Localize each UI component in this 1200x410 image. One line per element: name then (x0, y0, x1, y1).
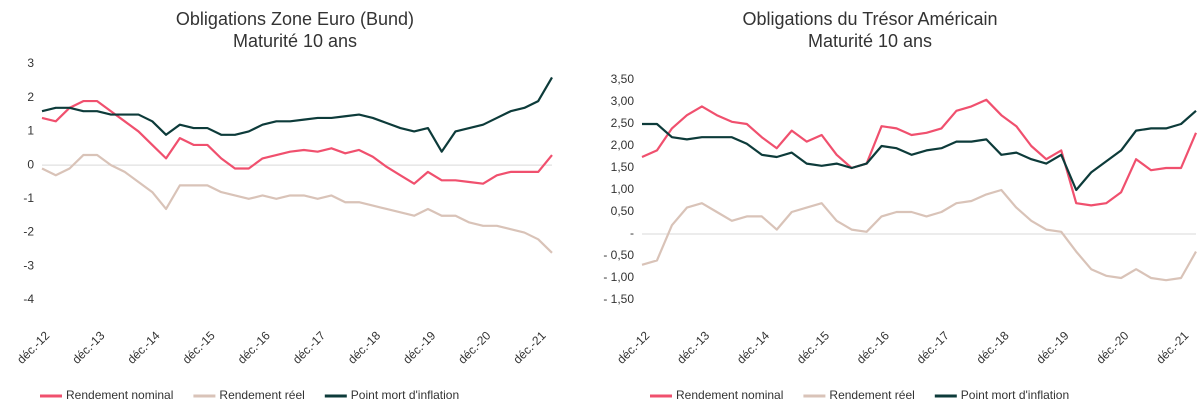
y-tick-label: 2 (27, 90, 34, 104)
x-tick-label: déc.-14 (124, 328, 162, 366)
x-tick-label: déc.-21 (510, 328, 548, 366)
x-tick-label: déc.-15 (794, 328, 832, 366)
series-line (41, 99, 553, 185)
legend-label: Rendement réel (219, 388, 304, 402)
series-line (41, 76, 553, 153)
y-tick-label: 2,50 (611, 116, 635, 130)
y-tick-label: 0,50 (611, 204, 635, 218)
y-tick-label: 3,00 (611, 94, 635, 108)
x-tick-label: déc.-19 (400, 328, 438, 366)
x-tick-label: déc.-16 (235, 328, 273, 366)
series-line (641, 98, 1198, 207)
x-tick-label: déc.-13 (674, 328, 712, 366)
y-tick-label: 1,50 (611, 160, 635, 174)
y-tick-label: - 0,50 (603, 248, 634, 262)
x-tick-label: déc.-12 (14, 328, 52, 366)
chart-subtitle: Maturité 10 ans (233, 31, 357, 51)
y-tick-label: 2,00 (611, 138, 635, 152)
y-tick-label: 3,50 (611, 72, 635, 86)
y-tick-label: -4 (23, 292, 34, 306)
x-tick-label: déc.-17 (290, 328, 328, 366)
legend-label: Rendement nominal (676, 388, 783, 402)
x-tick-label: déc.-19 (1033, 328, 1071, 366)
x-tick-label: déc.-14 (734, 328, 772, 366)
legend-label: Point mort d'inflation (961, 388, 1069, 402)
y-tick-label: 1 (27, 124, 34, 138)
series-line (41, 153, 553, 254)
x-tick-label: déc.-18 (974, 328, 1012, 366)
legend-label: Rendement nominal (66, 388, 173, 402)
chart-title: Obligations du Trésor Américain (742, 9, 997, 29)
y-tick-label: 3 (27, 56, 34, 70)
y-tick-label: -1 (23, 191, 34, 205)
legend-label: Point mort d'inflation (351, 388, 459, 402)
y-tick-label: 1,00 (611, 182, 635, 196)
legend-label: Rendement réel (829, 388, 914, 402)
x-tick-label: déc.-13 (69, 328, 107, 366)
series-line (642, 109, 1197, 192)
x-tick-label: déc.-21 (1153, 328, 1191, 366)
x-tick-label: déc.-17 (914, 328, 952, 366)
x-tick-label: déc.-12 (614, 328, 652, 366)
y-tick-label: - 1,50 (603, 292, 634, 306)
x-tick-label: déc.-18 (345, 328, 383, 366)
chart-subtitle: Maturité 10 ans (808, 31, 932, 51)
y-tick-label: 0 (27, 157, 34, 171)
chart-title: Obligations Zone Euro (Bund) (176, 9, 414, 29)
y-tick-label: - (630, 226, 634, 240)
x-tick-label: déc.-20 (1093, 328, 1131, 366)
y-tick-label: -3 (23, 258, 34, 272)
y-tick-label: -2 (23, 225, 34, 239)
x-tick-label: déc.-20 (455, 328, 493, 366)
x-tick-label: déc.-16 (854, 328, 892, 366)
x-tick-label: déc.-15 (180, 328, 218, 366)
series-line (641, 188, 1197, 282)
y-tick-label: - 1,00 (603, 270, 634, 284)
